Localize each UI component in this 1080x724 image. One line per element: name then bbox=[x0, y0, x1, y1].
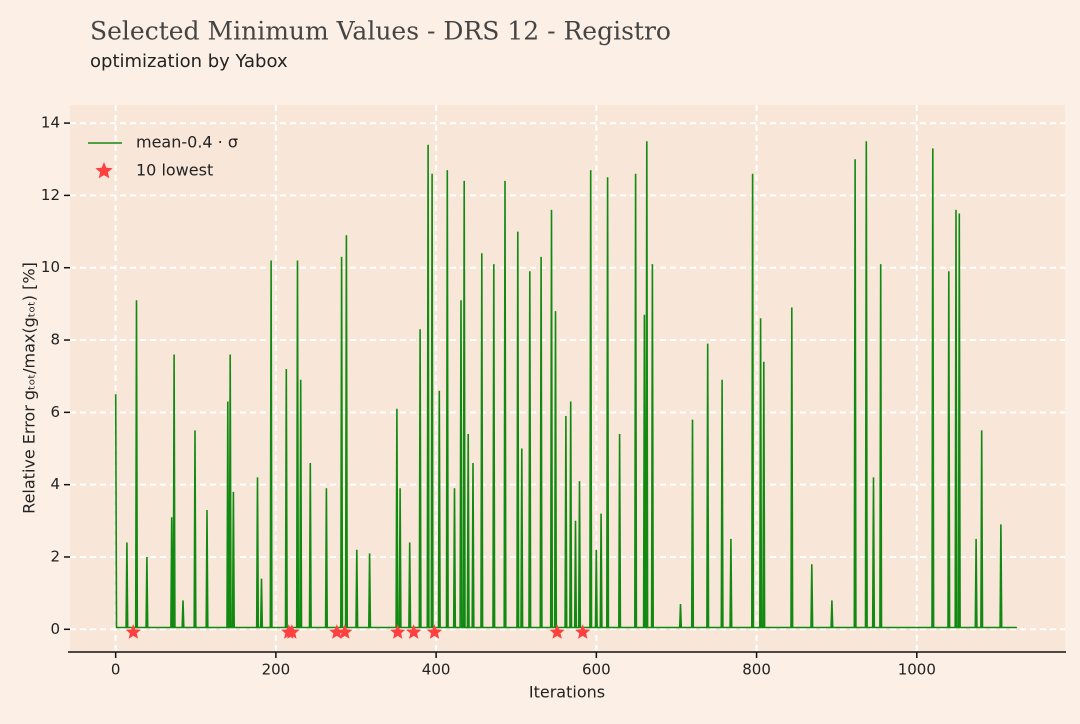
chart-subtitle: optimization by Yabox bbox=[90, 51, 288, 72]
y-tick-label: 10 bbox=[41, 258, 60, 276]
star-marker bbox=[284, 624, 300, 639]
x-tick-label: 0 bbox=[111, 661, 121, 679]
x-tick-label: 1000 bbox=[898, 661, 936, 679]
y-tick-label: 6 bbox=[50, 403, 60, 421]
data-line bbox=[114, 141, 1017, 629]
star-marker bbox=[329, 624, 345, 639]
star-marker bbox=[125, 624, 141, 639]
star-marker bbox=[337, 624, 353, 639]
y-tick-label: 2 bbox=[50, 547, 60, 565]
legend-marker bbox=[95, 162, 113, 179]
star-marker bbox=[426, 624, 443, 639]
star-marker bbox=[575, 624, 591, 639]
y-tick-label: 12 bbox=[41, 186, 60, 204]
star-marker bbox=[406, 624, 422, 639]
plot-area bbox=[70, 105, 1065, 651]
x-tick-label: 200 bbox=[262, 661, 291, 679]
plot-layer: 0 2 4 6 8 10 12 14 0 200 400 600 800 1000 mean-0.4 · σ… bbox=[41, 105, 1065, 679]
y-tick-label: 8 bbox=[50, 331, 60, 349]
x-tick-label: 800 bbox=[742, 661, 771, 679]
y-tick-label: 14 bbox=[41, 114, 60, 132]
y-tick-label: 0 bbox=[50, 620, 60, 638]
y-tick-label: 4 bbox=[50, 475, 60, 493]
star-marker bbox=[549, 624, 565, 639]
x-tick-label: 400 bbox=[422, 661, 451, 679]
star-marker bbox=[390, 624, 406, 639]
legend-label: 10 lowest bbox=[136, 161, 213, 180]
chart-title: Selected Minimum Values - DRS 12 - Regis… bbox=[90, 17, 671, 46]
y-axis-label: Relative Error gₜₒₜ/max(gₜₒₜ) [%] bbox=[20, 262, 39, 514]
legend-label: mean-0.4 · σ bbox=[136, 133, 238, 152]
x-tick-label: 600 bbox=[582, 661, 611, 679]
x-axis-label: Iterations bbox=[529, 683, 605, 702]
